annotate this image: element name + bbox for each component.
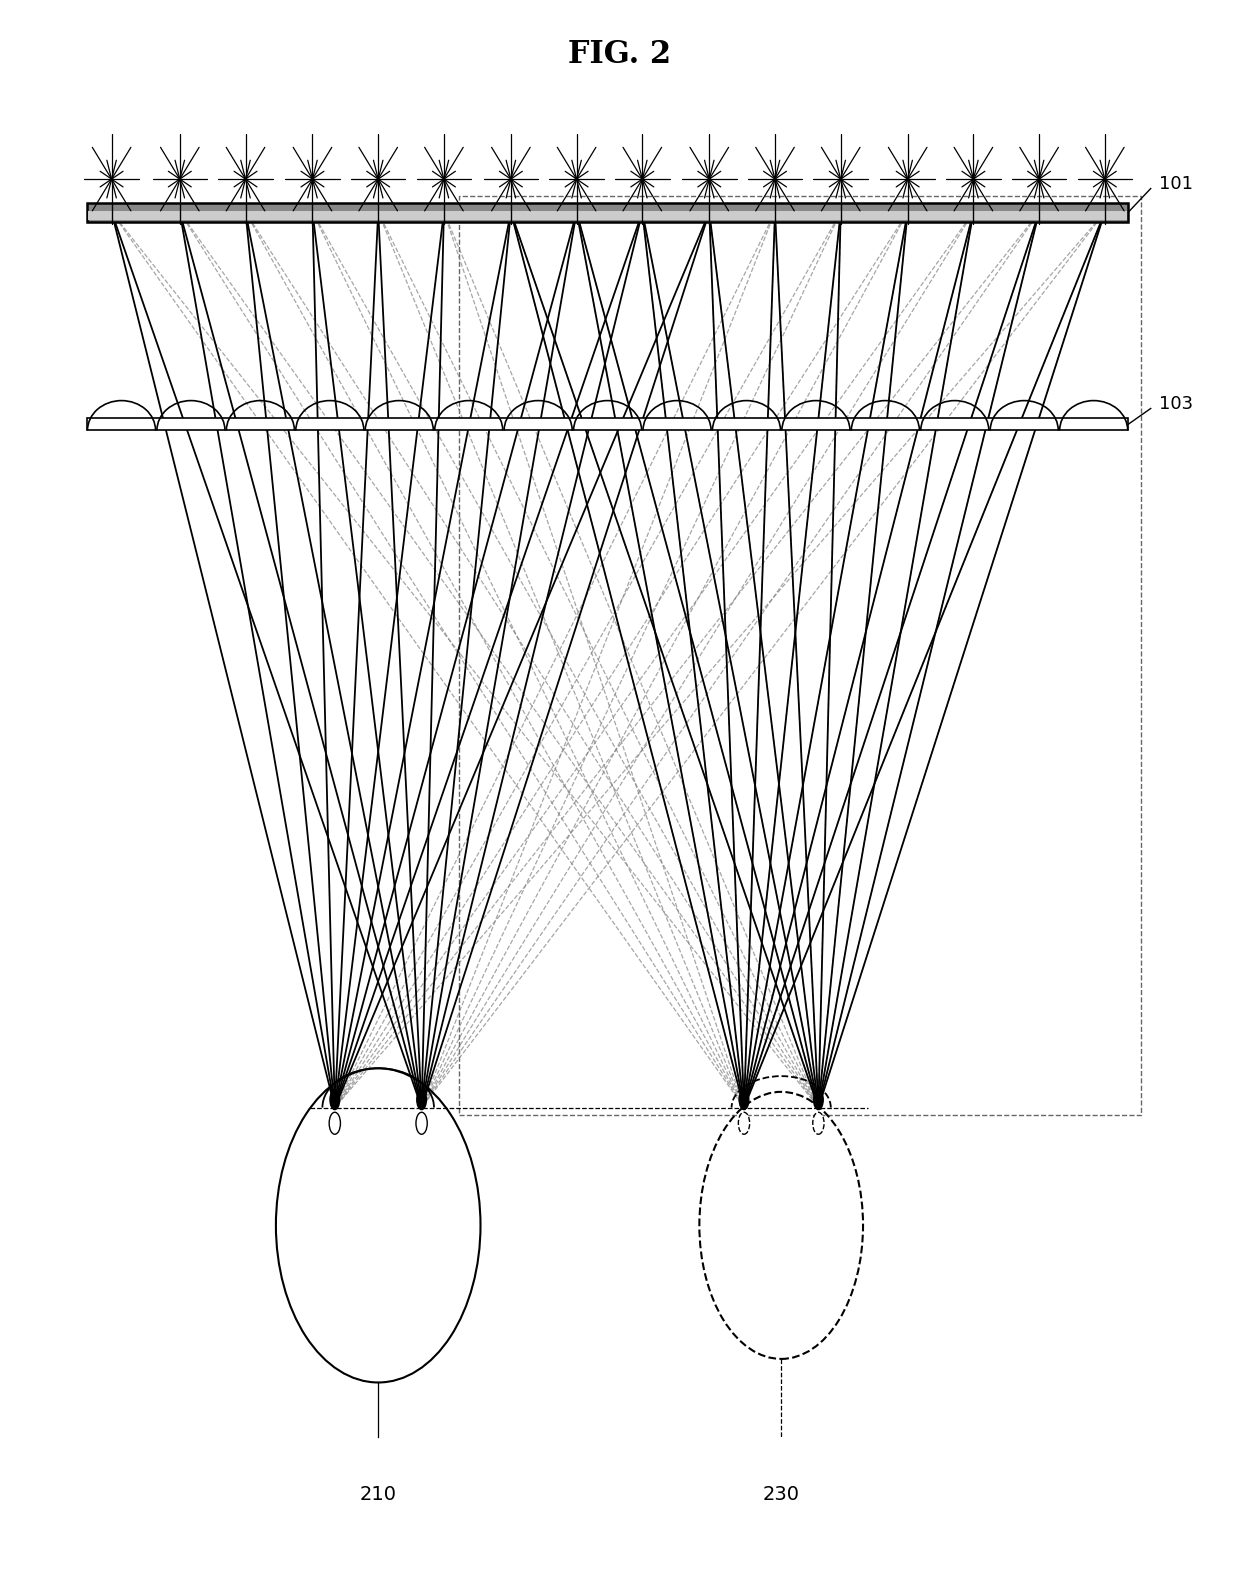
Ellipse shape (330, 1090, 340, 1109)
Bar (87, 418, 1128, 430)
Text: 210: 210 (360, 1485, 397, 1503)
Ellipse shape (812, 1112, 825, 1134)
Bar (88, 212, 1127, 220)
Bar (87, 203, 1128, 222)
Text: FIG. 2: FIG. 2 (568, 39, 672, 71)
Ellipse shape (813, 1090, 823, 1109)
Text: 101: 101 (1159, 174, 1193, 193)
Ellipse shape (739, 1090, 749, 1109)
Ellipse shape (738, 1112, 750, 1134)
Ellipse shape (329, 1112, 341, 1134)
Ellipse shape (417, 1090, 427, 1109)
Text: 103: 103 (1159, 394, 1194, 413)
Ellipse shape (415, 1112, 428, 1134)
Text: 230: 230 (763, 1485, 800, 1503)
